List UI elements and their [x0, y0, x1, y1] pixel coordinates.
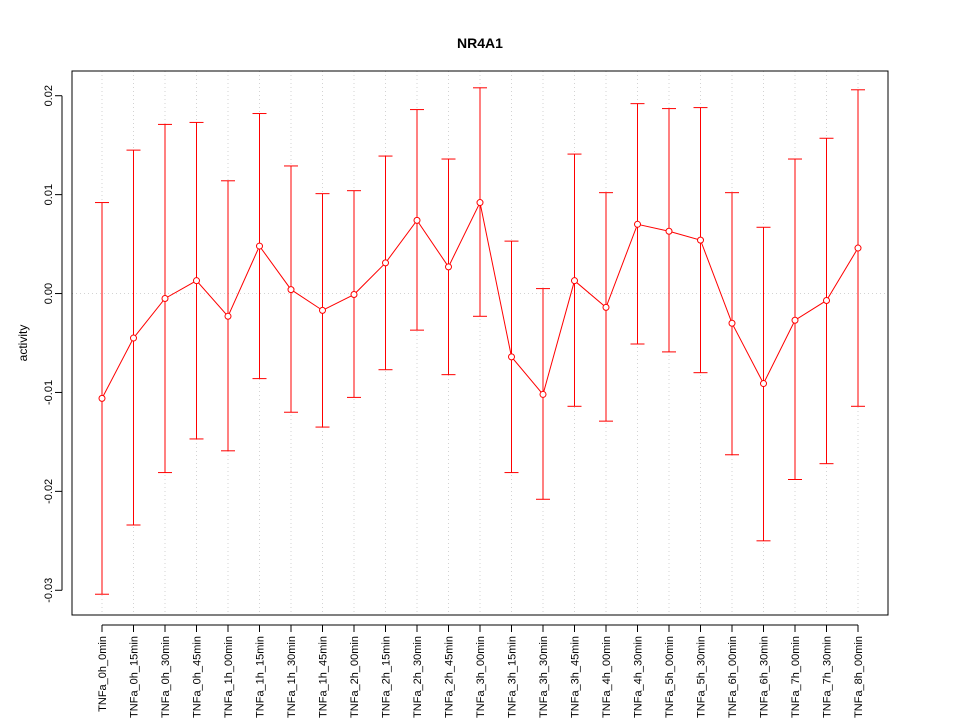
x-tick-label: TNFa_5h_00min — [664, 636, 676, 718]
data-point — [256, 242, 263, 250]
y-tick-label: -0.03 — [43, 578, 55, 603]
data-point — [854, 244, 862, 252]
data-point — [382, 259, 389, 267]
data-point — [287, 286, 295, 294]
x-axis: TNFa_0h_0min TNFa_0h_15min TNFa_0h_30min TN… — [97, 624, 865, 718]
data-point — [602, 303, 610, 311]
data-point — [508, 353, 515, 361]
y-tick-label: 0.02 — [43, 85, 55, 106]
x-tick-label: TNFa_2h_45min — [444, 636, 456, 718]
data-point — [193, 277, 200, 285]
x-tick-label: TNFa_2h_00min — [349, 636, 361, 718]
x-tick-label: TNFa_1h_30min — [286, 636, 298, 718]
data-point — [476, 199, 484, 207]
error-bars — [95, 87, 865, 595]
data-point — [413, 216, 421, 224]
y-axis: -0.03 -0.02 -0.01 0.00 0.01 0.02 — [43, 85, 63, 603]
data-point — [571, 277, 578, 285]
data-point — [697, 236, 704, 244]
x-tick-label: TNFa_8h_00min — [853, 636, 865, 718]
x-tick-label: TNFa_0h_30min — [160, 636, 172, 718]
data-point — [634, 220, 641, 228]
x-tick-label: TNFa_7h_30min — [822, 636, 834, 718]
series-points — [98, 199, 862, 402]
y-axis-label: activity — [16, 325, 30, 362]
y-tick-label: 0.00 — [43, 283, 55, 304]
data-point — [319, 306, 326, 314]
data-point — [728, 319, 736, 327]
x-tick-label: TNFa_5h_30min — [696, 636, 708, 718]
data-point — [791, 316, 799, 324]
x-tick-label: TNFa_2h_15min — [381, 636, 393, 718]
data-point — [161, 294, 169, 302]
x-tick-label: TNFa_3h_00min — [475, 636, 487, 718]
x-tick-label: TNFa_6h_00min — [727, 636, 739, 718]
x-tick-label: TNFa_3h_30min — [538, 636, 550, 718]
y-tick-label: -0.02 — [43, 479, 55, 504]
data-point — [445, 263, 452, 271]
x-tick-label: TNFa_2h_30min — [412, 636, 424, 718]
x-tick-label: TNFa_0h_0min — [97, 636, 109, 712]
x-tick-label: TNFa_7h_00min — [790, 636, 802, 718]
data-point — [539, 390, 547, 398]
x-tick-label: TNFa_3h_45min — [570, 636, 582, 718]
x-tick-label: TNFa_1h_00min — [223, 636, 235, 718]
data-point — [665, 227, 673, 235]
data-point — [130, 334, 137, 342]
x-tick-label: TNFa_0h_15min — [129, 636, 141, 718]
data-point — [224, 312, 232, 320]
data-point — [823, 296, 830, 304]
x-tick-label: TNFa_6h_30min — [759, 636, 771, 718]
x-tick-label: TNFa_1h_45min — [318, 636, 330, 718]
data-point — [350, 291, 358, 299]
x-tick-label: TNFa_0h_45min — [192, 636, 204, 718]
x-tick-label: TNFa_1h_15min — [255, 636, 267, 718]
data-point — [760, 380, 767, 388]
chart-title: NR4A1 — [457, 35, 503, 51]
x-tick-label: TNFa_3h_15min — [507, 636, 519, 718]
y-tick-label: -0.01 — [43, 380, 55, 405]
plot-frame — [71, 70, 889, 616]
data-point — [98, 394, 106, 402]
x-tick-label: TNFa_4h_30min — [633, 636, 645, 718]
x-tick-label: TNFa_4h_00min — [601, 636, 613, 718]
y-tick-label: 0.01 — [43, 184, 55, 205]
